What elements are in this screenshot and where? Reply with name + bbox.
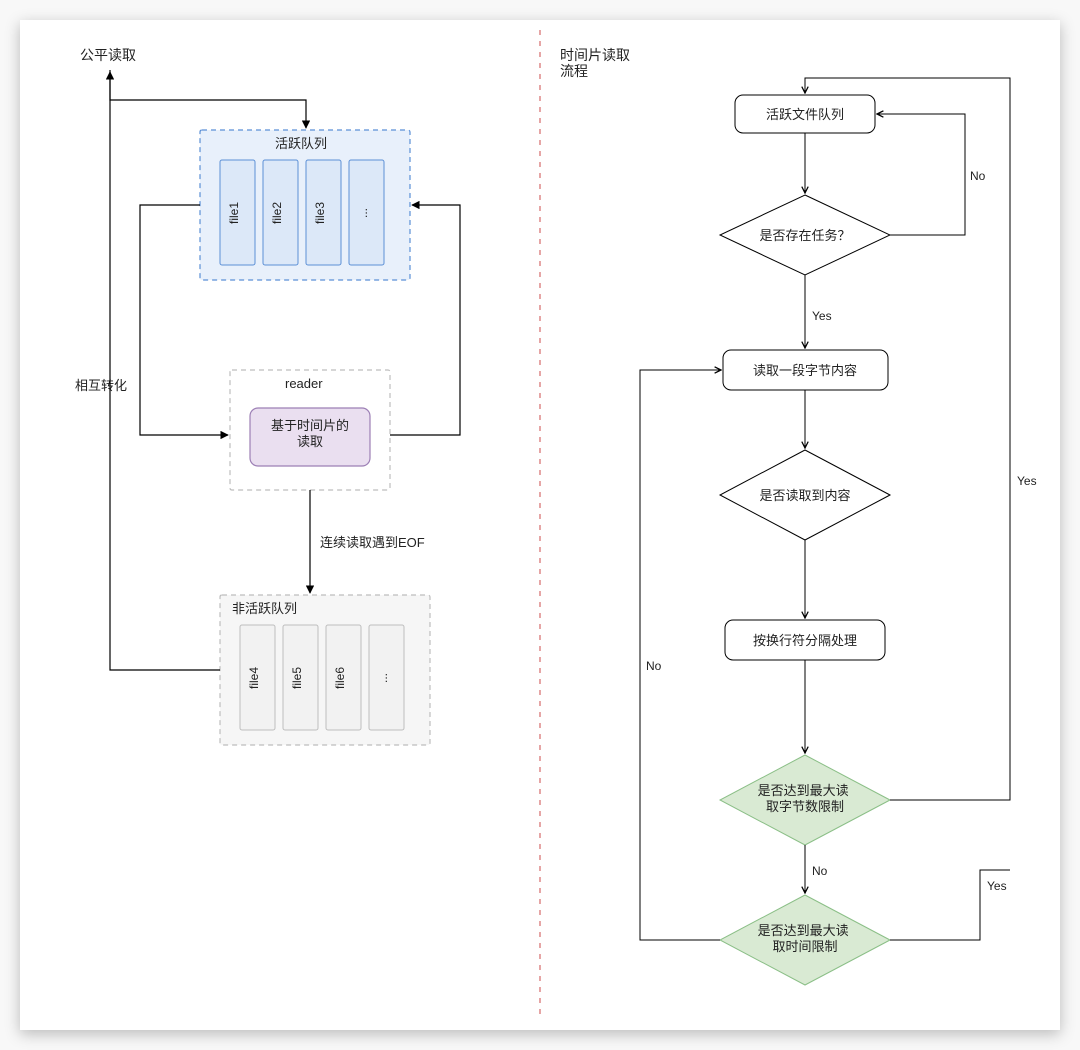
label-n7-no: No (646, 659, 662, 673)
reader-box: reader 基于时间片的读取 (230, 370, 390, 490)
svg-text:file3: file3 (313, 202, 327, 224)
node-split-lines: 按换行符分隔处理 (725, 620, 885, 660)
edge-n7-no (640, 370, 721, 940)
node-active-file-queue: 活跃文件队列 (735, 95, 875, 133)
svg-text:...: ... (376, 673, 390, 683)
node-read-bytes: 读取一段字节内容 (723, 350, 888, 390)
node-has-content: 是否读取到内容 (720, 450, 890, 540)
label-n6-no: No (812, 864, 828, 878)
right-title: 时间片读取 流程 (560, 47, 634, 79)
node-max-bytes: 是否达到最大读 取字节数限制 (720, 755, 890, 845)
svg-text:是否读取到内容: 是否读取到内容 (759, 488, 850, 503)
edge-n6-yes (805, 78, 1010, 800)
inactive-file-1: file5 (283, 625, 318, 730)
eof-label: 连续读取遇到EOF (320, 535, 425, 550)
node-has-task: 是否存在任务？ (720, 195, 890, 275)
inactive-file-3: ... (369, 625, 404, 730)
edge-title-to-active (110, 70, 306, 128)
active-file-1: file2 (263, 160, 298, 265)
edge-n2-no (877, 114, 965, 235)
inactive-file-2: file6 (326, 625, 361, 730)
label-n2-no: No (970, 169, 986, 183)
svg-text:file5: file5 (290, 667, 304, 689)
label-n7-yes: Yes (987, 879, 1007, 893)
svg-text:读取一段字节内容: 读取一段字节内容 (753, 363, 857, 378)
svg-text:是否存在任务？: 是否存在任务？ (759, 228, 850, 243)
inactive-queue-title: 非活跃队列 (232, 601, 297, 616)
active-queue: 活跃队列 file1 file2 file3 ... (200, 130, 410, 280)
mutual-label: 相互转化 (75, 378, 127, 393)
reader-title: reader (285, 376, 323, 391)
label-n6-yes: Yes (1017, 474, 1037, 488)
svg-text:file2: file2 (270, 202, 284, 224)
active-file-0: file1 (220, 160, 255, 265)
svg-text:是否达到最大读 取字节数限制: 是否达到最大读 取字节数限制 (758, 783, 853, 814)
svg-text:...: ... (356, 208, 370, 218)
left-title: 公平读取 (80, 47, 136, 63)
label-n2-yes: Yes (812, 309, 832, 323)
inactive-queue: 非活跃队列 file4 file5 file6 ... (220, 595, 430, 745)
svg-text:活跃文件队列: 活跃文件队列 (766, 107, 844, 122)
node-max-time: 是否达到最大读 取时间限制 (720, 895, 890, 985)
svg-text:file1: file1 (227, 202, 241, 224)
active-file-3: ... (349, 160, 384, 265)
svg-text:file4: file4 (247, 667, 261, 689)
active-queue-title: 活跃队列 (275, 136, 327, 151)
inactive-file-0: file4 (240, 625, 275, 730)
svg-text:按换行符分隔处理: 按换行符分隔处理 (753, 633, 857, 648)
svg-text:file6: file6 (333, 667, 347, 689)
active-file-2: file3 (306, 160, 341, 265)
